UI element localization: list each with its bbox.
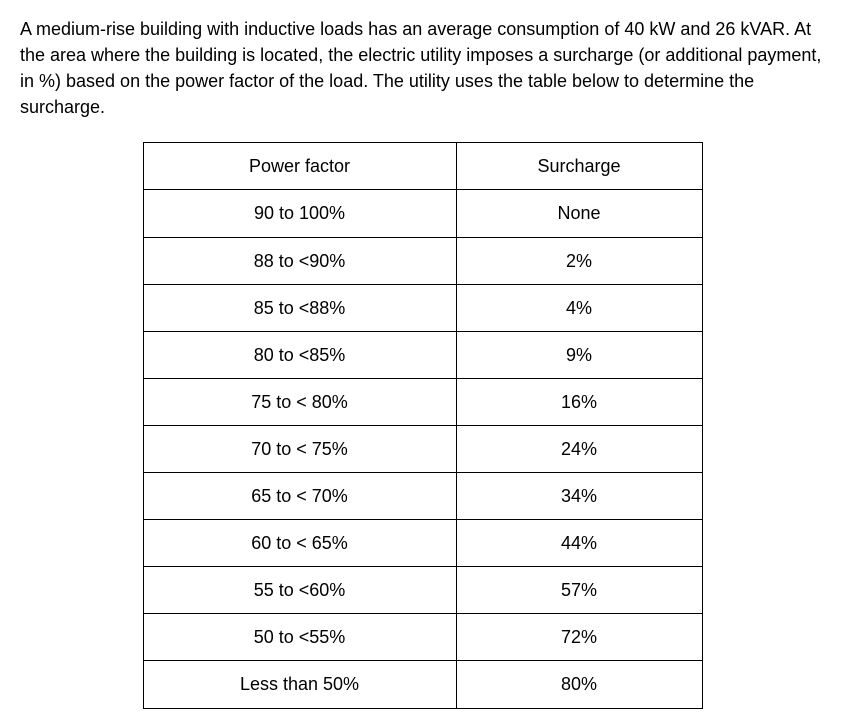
header-surcharge: Surcharge (456, 143, 702, 190)
table-row: 65 to < 70% 34% (143, 473, 702, 520)
cell-power-factor: 50 to <55% (143, 614, 456, 661)
table-row: 88 to <90% 2% (143, 237, 702, 284)
cell-power-factor: Less than 50% (143, 661, 456, 708)
cell-power-factor: 75 to < 80% (143, 378, 456, 425)
cell-power-factor: 85 to <88% (143, 284, 456, 331)
header-power-factor: Power factor (143, 143, 456, 190)
cell-surcharge: 34% (456, 473, 702, 520)
cell-surcharge: 16% (456, 378, 702, 425)
surcharge-table: Power factor Surcharge 90 to 100% None 8… (143, 142, 703, 708)
intro-paragraph: A medium-rise building with inductive lo… (20, 16, 825, 120)
cell-surcharge: 2% (456, 237, 702, 284)
cell-surcharge: 24% (456, 425, 702, 472)
cell-power-factor: 80 to <85% (143, 331, 456, 378)
cell-power-factor: 65 to < 70% (143, 473, 456, 520)
cell-surcharge: 4% (456, 284, 702, 331)
cell-surcharge: 72% (456, 614, 702, 661)
cell-surcharge: 9% (456, 331, 702, 378)
table-row: 85 to <88% 4% (143, 284, 702, 331)
cell-power-factor: 55 to <60% (143, 567, 456, 614)
table-row: 70 to < 75% 24% (143, 425, 702, 472)
table-row: 55 to <60% 57% (143, 567, 702, 614)
table-row: Less than 50% 80% (143, 661, 702, 708)
cell-power-factor: 90 to 100% (143, 190, 456, 237)
cell-surcharge: None (456, 190, 702, 237)
table-row: 60 to < 65% 44% (143, 520, 702, 567)
cell-power-factor: 60 to < 65% (143, 520, 456, 567)
cell-surcharge: 80% (456, 661, 702, 708)
table-wrapper: Power factor Surcharge 90 to 100% None 8… (20, 142, 825, 708)
table-row: 75 to < 80% 16% (143, 378, 702, 425)
table-row: 90 to 100% None (143, 190, 702, 237)
cell-power-factor: 70 to < 75% (143, 425, 456, 472)
cell-surcharge: 44% (456, 520, 702, 567)
cell-power-factor: 88 to <90% (143, 237, 456, 284)
table-row: 80 to <85% 9% (143, 331, 702, 378)
table-header-row: Power factor Surcharge (143, 143, 702, 190)
table-row: 50 to <55% 72% (143, 614, 702, 661)
cell-surcharge: 57% (456, 567, 702, 614)
